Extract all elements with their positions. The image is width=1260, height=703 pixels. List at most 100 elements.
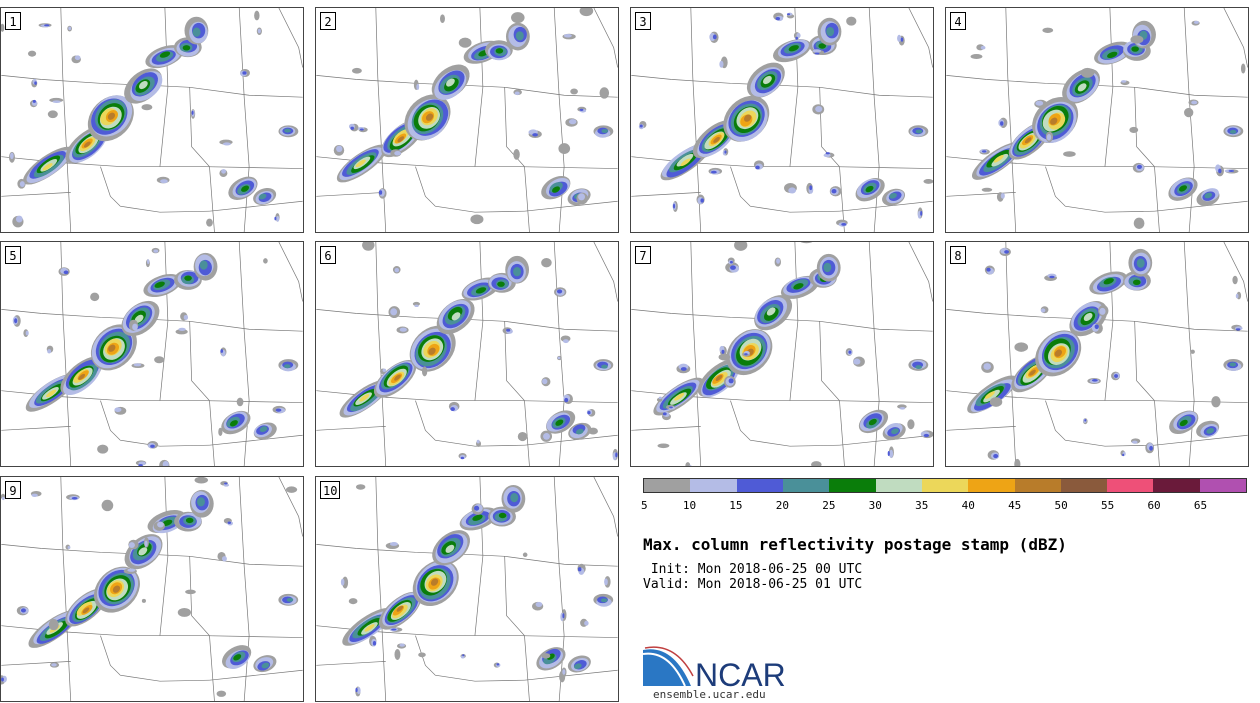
colorbar-segment: [921, 479, 969, 492]
state-boundary: [524, 200, 618, 212]
reflectivity-cell: [1204, 192, 1213, 199]
reflectivity-cell: [101, 499, 114, 512]
reflectivity-cell: [556, 289, 563, 294]
reflectivity-cell: [796, 32, 801, 39]
colorbar-segment: [1107, 479, 1154, 492]
state-boundary: [1045, 166, 1155, 213]
reflectivity-cell: [220, 349, 224, 353]
state-boundary: [209, 669, 303, 681]
reflectivity-cell: [150, 444, 155, 448]
reflectivity-cell: [462, 654, 465, 657]
reflectivity-cell: [154, 356, 165, 364]
reflectivity-cell: [574, 663, 582, 670]
reflectivity-cell: [718, 353, 731, 361]
reflectivity-cell: [710, 170, 717, 174]
reflectivity-cell: [107, 112, 116, 120]
reflectivity-cell: [390, 308, 398, 316]
state-boundary: [375, 8, 387, 232]
state-boundary: [593, 477, 618, 537]
panel-number: 4: [950, 12, 966, 30]
reflectivity-cell: [557, 356, 561, 360]
reflectivity-cell: [157, 521, 164, 528]
state-boundary: [278, 8, 303, 68]
reflectivity-cell: [1040, 308, 1046, 313]
colorbar-segment: [1014, 479, 1061, 492]
reflectivity-cell: [800, 242, 813, 244]
reflectivity-cell: [394, 648, 401, 660]
reflectivity-cell: [1136, 164, 1142, 170]
reflectivity-cell: [993, 454, 999, 459]
reflectivity-cell: [286, 597, 294, 602]
reflectivity-cell: [1103, 278, 1114, 285]
panel-number: 6: [320, 246, 336, 264]
reflectivity-cell: [1120, 80, 1127, 83]
reflectivity-cell: [274, 216, 277, 221]
reflectivity-cell: [391, 628, 397, 631]
reflectivity-cell: [378, 190, 383, 195]
colorbar-tick-labels: 5 10 15 20 25 30 35 40 45 50 55 60 65: [641, 499, 1247, 513]
reflectivity-cell: [1084, 418, 1087, 422]
reflectivity-cell: [389, 542, 398, 546]
reflectivity-cell: [19, 181, 25, 188]
reflectivity-cell: [418, 652, 426, 658]
reflectivity-cell: [355, 484, 366, 490]
reflectivity-cell: [1229, 362, 1237, 367]
reflectivity-cell: [394, 267, 400, 273]
reflectivity-cell: [399, 643, 405, 647]
reflectivity-cell: [1122, 453, 1125, 457]
reflectivity-cell: [1014, 458, 1021, 466]
reflectivity-cell: [51, 663, 57, 667]
svg-text:NCAR: NCAR: [695, 657, 786, 690]
reflectivity-cell: [562, 339, 569, 344]
reflectivity-cell: [579, 108, 584, 111]
map-panel: 10: [315, 476, 619, 702]
state-boundary: [209, 200, 303, 212]
reflectivity-cell: [700, 198, 704, 203]
colorbar-segment: [736, 479, 783, 492]
reflectivity-cell: [197, 497, 205, 507]
reflectivity-cell: [986, 267, 991, 272]
reflectivity-cell: [795, 36, 798, 40]
reflectivity-cell: [662, 412, 667, 416]
reflectivity-cell: [676, 153, 694, 167]
state-boundary: [1005, 8, 1017, 232]
reflectivity-cell: [577, 567, 582, 572]
reflectivity-cell: [42, 163, 53, 171]
reflectivity-cell: [382, 368, 387, 372]
reflectivity-cell: [261, 662, 270, 669]
state-boundary: [946, 192, 1016, 197]
reflectivity-cell: [1080, 67, 1095, 78]
reflectivity-cell: [71, 497, 78, 500]
reflectivity-cell: [970, 53, 983, 59]
reflectivity-cell: [412, 301, 421, 306]
reflectivity-cell: [458, 37, 472, 48]
reflectivity-cell: [848, 350, 852, 354]
reflectivity-cell: [685, 462, 691, 466]
reflectivity-cell: [497, 281, 505, 287]
reflectivity-colorbar: [643, 478, 1247, 493]
state-boundary: [553, 8, 565, 232]
state-boundary: [100, 166, 210, 213]
state-boundary: [474, 477, 484, 636]
reflectivity-cell: [82, 607, 90, 614]
state-boundary: [1005, 242, 1017, 466]
reflectivity-cell: [224, 482, 228, 485]
map-panel: 9: [0, 476, 304, 702]
reflectivity-cell: [812, 49, 822, 53]
reflectivity-cell: [20, 608, 27, 613]
reflectivity-cell: [46, 389, 57, 398]
reflectivity-cell: [587, 411, 591, 415]
reflectivity-cell: [989, 397, 1003, 407]
reflectivity-cell: [1050, 117, 1058, 125]
state-boundary: [60, 477, 72, 701]
reflectivity-cell: [1218, 168, 1222, 174]
reflectivity-cell: [1179, 185, 1187, 192]
state-boundary: [1223, 242, 1248, 302]
reflectivity-cell: [981, 187, 993, 192]
reflectivity-cell: [680, 158, 691, 167]
colorbar-tick: 5: [641, 499, 648, 512]
reflectivity-cell: [887, 450, 890, 456]
colorbar-segment: [875, 479, 922, 492]
reflectivity-cell: [1042, 27, 1054, 33]
reflectivity-cell: [27, 50, 37, 57]
